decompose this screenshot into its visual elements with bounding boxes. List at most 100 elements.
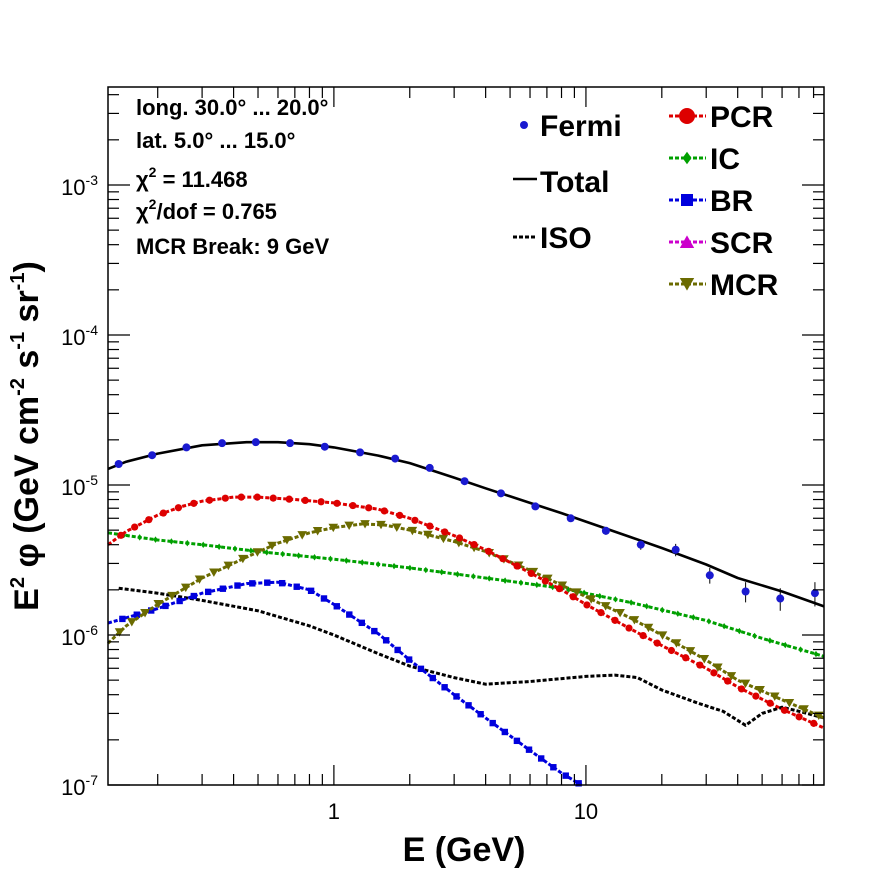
fermi-point xyxy=(741,587,750,596)
y-tick-exponent: -4 xyxy=(86,322,99,338)
mcr-marker xyxy=(755,686,765,695)
pcr-marker xyxy=(455,534,464,542)
fermi-point xyxy=(636,540,645,549)
mcr-marker xyxy=(685,647,696,656)
pcr-marker xyxy=(117,531,125,539)
ic-marker xyxy=(169,538,174,545)
br-marker xyxy=(489,719,496,727)
br-marker xyxy=(358,619,366,627)
y-title-close: ) xyxy=(8,261,46,272)
pcr-marker xyxy=(625,624,633,632)
ic-marker xyxy=(597,592,603,600)
pcr-marker xyxy=(682,654,690,662)
br-marker xyxy=(562,772,569,779)
mcr-marker xyxy=(799,705,809,714)
mcr-marker xyxy=(407,526,418,536)
br-marker xyxy=(190,592,198,600)
fermi-point xyxy=(671,545,680,554)
y-tick-base: 10 xyxy=(61,175,85,200)
ic-marker xyxy=(534,581,540,589)
mcr-marker xyxy=(557,581,568,590)
pcr-marker xyxy=(737,685,746,693)
ic-marker xyxy=(675,610,681,617)
br-marker xyxy=(249,580,256,587)
y-tick-label: 10-3 xyxy=(61,172,98,200)
br-marker xyxy=(453,693,460,700)
mcr-marker xyxy=(114,628,125,637)
ic-marker xyxy=(486,575,492,582)
y-title-phi: φ (GeV cm xyxy=(8,396,46,577)
fermi-points-layer xyxy=(114,438,819,611)
fermi-point xyxy=(705,571,714,580)
y-tick-base: 10 xyxy=(61,775,85,800)
fermi-point xyxy=(810,589,819,598)
total-curve xyxy=(107,440,825,608)
y-tick-label: 10-5 xyxy=(61,472,98,500)
br-marker xyxy=(513,737,521,745)
ic-marker xyxy=(628,599,634,606)
pcr-marker xyxy=(527,569,535,578)
br-marker xyxy=(550,764,557,771)
mcr-marker xyxy=(657,631,668,640)
pcr-marker xyxy=(349,501,357,510)
mcr-marker xyxy=(312,527,323,536)
ic-marker xyxy=(752,632,757,640)
info-box: long. 30.0° ... 20.0° lat. 5.0° ... 15.0… xyxy=(136,95,330,259)
y-title-sr-exp: -1 xyxy=(7,273,29,291)
mcr-marker xyxy=(391,523,402,532)
mcr-marker xyxy=(267,541,277,551)
fermi-point xyxy=(320,442,329,451)
pcr-marker xyxy=(639,632,647,640)
y-title-sr: sr xyxy=(8,290,46,332)
pcr-marker xyxy=(237,493,245,501)
ic-marker xyxy=(375,561,381,568)
info-chi2-dof: χ2/dof = 0.765 xyxy=(136,196,277,224)
br-marker xyxy=(333,603,340,610)
fermi-point xyxy=(148,451,157,460)
ic-marker xyxy=(782,641,788,649)
pcr-marker xyxy=(752,692,760,700)
ic-marker xyxy=(767,637,773,644)
fermi-point xyxy=(460,477,469,486)
pcr-marker xyxy=(411,516,419,524)
pcr-marker xyxy=(159,509,167,517)
y-tick-base: 10 xyxy=(61,325,85,350)
ic-marker xyxy=(813,650,819,658)
ic-marker xyxy=(518,579,524,586)
pcr-marker xyxy=(253,493,261,501)
ic-marker xyxy=(216,543,222,550)
ic-curve xyxy=(107,531,825,658)
pcr-marker xyxy=(269,494,277,502)
ic-marker xyxy=(264,549,270,556)
br-marker xyxy=(501,728,509,736)
mcr-marker xyxy=(344,521,354,531)
pcr-marker xyxy=(317,498,325,506)
y-title-s: s xyxy=(8,350,46,378)
mcr-marker xyxy=(671,639,682,648)
legend: Fermi Total ISO PCR IC BR SCR MCR xyxy=(513,101,779,302)
curves-layer xyxy=(106,440,825,787)
y-tick-base: 10 xyxy=(61,625,85,650)
mcr-marker xyxy=(571,588,582,597)
ic-marker xyxy=(407,564,413,572)
br-marker xyxy=(405,656,413,663)
iso-curve xyxy=(118,586,825,727)
pcr-marker xyxy=(441,528,449,536)
fermi-point xyxy=(531,502,540,511)
chi2-value: = 11.468 xyxy=(156,167,247,192)
fermi-point xyxy=(114,460,123,469)
pcr-marker xyxy=(583,601,591,609)
y-title-e: E xyxy=(8,588,46,611)
mcr-marker xyxy=(438,534,449,544)
ic-marker xyxy=(137,534,142,541)
pcr-marker xyxy=(513,562,521,570)
pcr-marker xyxy=(795,713,803,721)
br-marker xyxy=(575,780,582,787)
ic-marker xyxy=(691,614,696,621)
mcr-marker xyxy=(600,602,611,611)
legend-mcr-marker xyxy=(679,278,695,291)
ic-marker xyxy=(344,557,349,564)
mcr-marker xyxy=(167,591,177,601)
